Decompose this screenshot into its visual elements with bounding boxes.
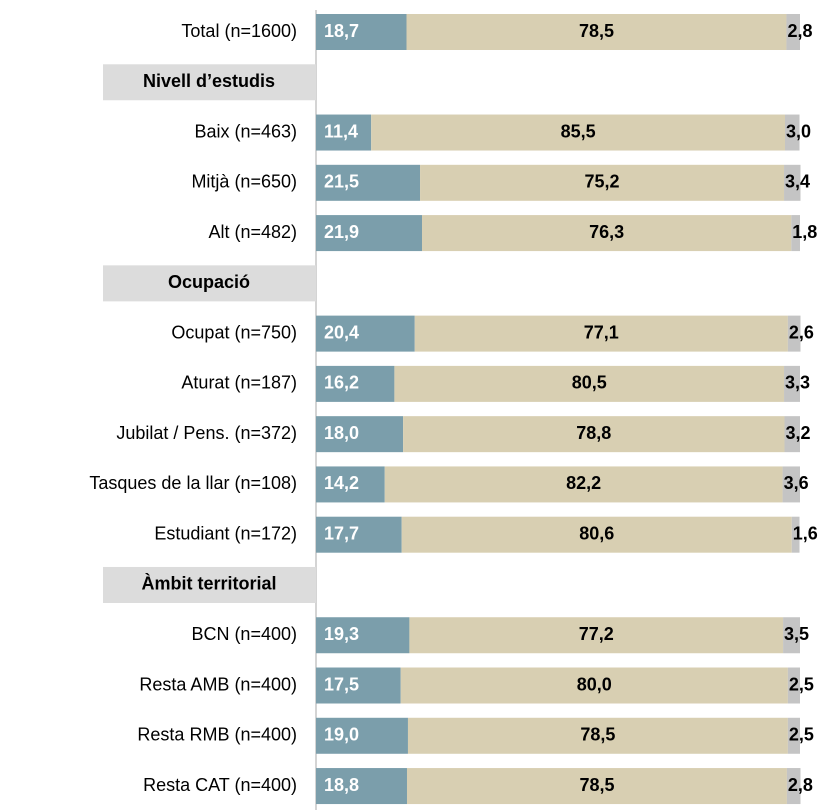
value-label: 14,2 (324, 473, 359, 493)
bar-segment (420, 164, 785, 201)
value-label: 18,0 (324, 423, 359, 443)
value-label: 2,5 (789, 674, 814, 694)
bar-segment (787, 717, 800, 754)
bar-segment (316, 114, 372, 151)
value-label: 80,5 (572, 373, 607, 393)
bar-segment (791, 516, 800, 553)
value-label: 1,8 (792, 222, 817, 242)
category-label: Baix (n=463) (194, 121, 297, 141)
bar-segment (316, 215, 422, 252)
value-label: 21,5 (324, 172, 359, 192)
bar-segment (414, 315, 788, 352)
value-label: 77,2 (579, 624, 614, 644)
bar-segment (316, 416, 404, 453)
section-header: Nivell d’estudis (143, 71, 275, 91)
bar-segment (316, 516, 402, 553)
value-label: 17,7 (324, 523, 359, 543)
value-label: 82,2 (566, 473, 601, 493)
value-label: 16,2 (324, 373, 359, 393)
section-header-box (103, 265, 316, 302)
bar-segment (787, 667, 800, 704)
category-label: Ocupat (n=750) (171, 322, 297, 342)
bar-segment (400, 667, 788, 704)
value-label: 3,5 (784, 624, 809, 644)
bar-segment (403, 416, 785, 453)
bar-segment (316, 617, 410, 654)
section-header-box (103, 64, 316, 101)
category-label: Resta CAT (n=400) (143, 775, 297, 795)
value-label: 20,4 (324, 322, 359, 342)
value-label: 3,6 (784, 473, 809, 493)
bar-segment (787, 315, 801, 352)
value-label: 1,6 (793, 523, 818, 543)
bar-segment (784, 416, 800, 453)
bar-segment (316, 717, 408, 754)
value-label: 2,5 (789, 725, 814, 745)
category-label: Tasques de la llar (n=108) (89, 473, 297, 493)
bar-segment (786, 768, 801, 805)
bar-segment (316, 466, 385, 503)
bar-segment (316, 768, 407, 805)
bar-segment (421, 215, 792, 252)
bar-segment (316, 667, 401, 704)
value-label: 21,9 (324, 222, 359, 242)
bar-segment (784, 164, 801, 201)
category-label: BCN (n=400) (191, 624, 297, 644)
bar-segment (786, 14, 800, 50)
section-header: Àmbit territorial (141, 573, 276, 594)
section-header: Ocupació (168, 272, 250, 292)
value-label: 78,5 (579, 21, 614, 41)
bar-segment (406, 768, 787, 805)
category-label: Resta RMB (n=400) (137, 725, 297, 745)
value-label: 85,5 (561, 121, 596, 141)
value-label: 3,0 (786, 121, 811, 141)
category-label: Mitjà (n=650) (191, 172, 297, 192)
bar-segment (394, 365, 785, 402)
value-label: 75,2 (585, 172, 620, 192)
category-label: Jubilat / Pens. (n=372) (116, 423, 297, 443)
value-label: 2,8 (788, 775, 813, 795)
category-label: Total (n=1600) (181, 21, 297, 41)
bar-segment (407, 717, 788, 754)
category-label: Alt (n=482) (208, 222, 297, 242)
value-label: 11,4 (324, 121, 358, 141)
category-label: Aturat (n=187) (181, 373, 297, 393)
value-label: 3,3 (785, 373, 810, 393)
bar-segment (409, 617, 784, 654)
value-label: 17,5 (324, 674, 359, 694)
bar-segment (782, 466, 800, 503)
value-label: 18,7 (324, 21, 359, 41)
bar-segment (783, 617, 800, 654)
value-label: 80,6 (579, 523, 614, 543)
bar-segment (316, 315, 415, 352)
bar-segment (316, 164, 421, 201)
value-label: 2,6 (789, 322, 814, 342)
bar-segment (384, 466, 783, 503)
bar-segment (401, 516, 792, 553)
bar-segment (316, 14, 407, 50)
bar-segment (791, 215, 800, 252)
value-label: 19,0 (324, 725, 359, 745)
bar-segment (406, 14, 787, 50)
bar-segment (371, 114, 785, 151)
value-label: 77,1 (584, 322, 619, 342)
category-label: Estudiant (n=172) (154, 523, 297, 543)
value-label: 3,4 (785, 172, 810, 192)
section-header-box (103, 566, 316, 603)
value-label: 19,3 (324, 624, 359, 644)
bar-segment (316, 365, 395, 402)
bar-segment (784, 365, 800, 402)
value-label: 78,5 (579, 775, 614, 795)
bar-segment (784, 114, 800, 151)
value-label: 3,2 (786, 423, 811, 443)
value-label: 18,8 (324, 775, 359, 795)
value-label: 2,8 (787, 21, 812, 41)
value-label: 76,3 (589, 222, 624, 242)
value-label: 78,5 (580, 725, 615, 745)
value-label: 78,8 (576, 423, 611, 443)
value-label: 80,0 (577, 674, 612, 694)
category-label: Resta AMB (n=400) (139, 674, 297, 694)
